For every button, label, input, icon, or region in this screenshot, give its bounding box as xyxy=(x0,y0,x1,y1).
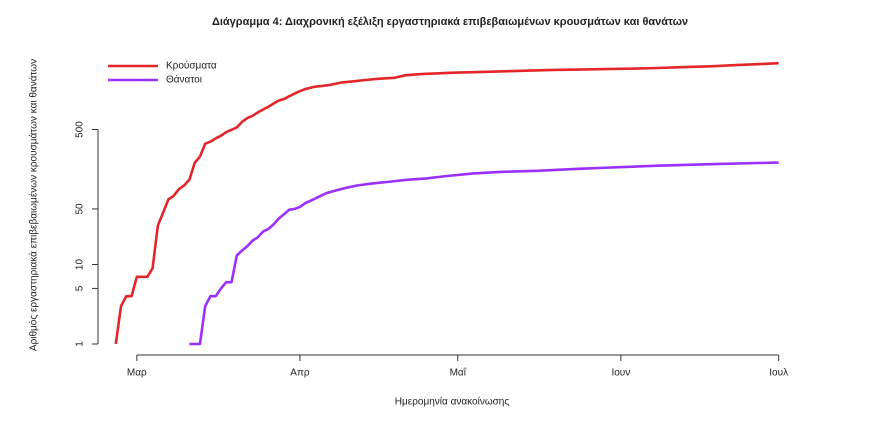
y-tick-label: 50 xyxy=(75,203,86,215)
legend-label: Κρούσματα xyxy=(166,60,217,72)
legend-label: Θάνατοι xyxy=(166,74,202,86)
y-tick-label: 500 xyxy=(75,121,86,138)
x-tick-label: Μαΐ xyxy=(450,367,467,379)
x-tick-label: Μαρ xyxy=(127,368,147,379)
y-axis-label: Αριθμός εργαστηριακά επιβεβαιωμένων κρου… xyxy=(28,59,40,351)
y-tick-label: 5 xyxy=(75,285,86,291)
line-series xyxy=(189,161,779,346)
x-tick-label: Ιουλ xyxy=(769,368,788,379)
y-tick-label: 10 xyxy=(75,259,86,271)
y-tick-label: 1 xyxy=(75,341,86,347)
x-axis-label: Ημερομηνία ανακοίνωσης xyxy=(395,396,510,408)
chart-title: Διάγραμμα 4: Διαχρονική εξέλιξη εργαστηρ… xyxy=(212,16,688,28)
x-tick-label: Ιουν xyxy=(611,368,630,379)
x-tick-label: Απρ xyxy=(290,368,310,379)
line-series xyxy=(114,61,779,345)
